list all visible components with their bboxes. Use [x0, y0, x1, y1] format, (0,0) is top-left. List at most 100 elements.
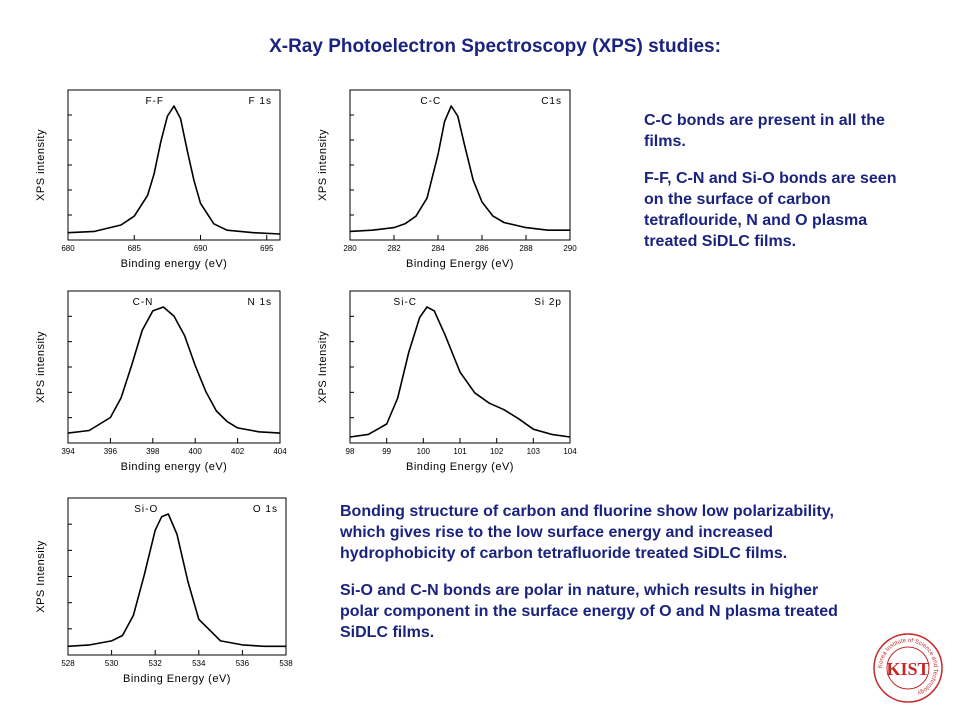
- x-tick-label: 532: [149, 659, 163, 668]
- spectrum-point: [153, 173, 155, 175]
- peak-label: C-C: [420, 96, 441, 107]
- spectrum-point: [444, 120, 446, 122]
- spectrum-point: [532, 428, 534, 430]
- spectrum-point: [459, 371, 461, 373]
- spectrum-point: [193, 179, 195, 181]
- peak-label: Si-O: [134, 504, 158, 515]
- spectrum-point: [226, 420, 228, 422]
- x-tick-label: 290: [563, 244, 577, 253]
- spectrum-point: [263, 645, 265, 647]
- spectrum-point: [120, 224, 122, 226]
- spectrum-point: [503, 409, 505, 411]
- spectrum-point: [186, 150, 188, 152]
- y-axis-label: XPS Intensity: [317, 331, 329, 404]
- spectrum-point: [180, 118, 182, 120]
- spectrum-point: [457, 115, 459, 117]
- spectrum-point: [93, 230, 96, 233]
- spectrum-point: [226, 229, 228, 231]
- spectrum-point: [184, 335, 186, 337]
- xps-plot-n1s: 394 396 398 400 402 404 Binding energy (eV) XPS…: [30, 283, 292, 483]
- spectrum-point: [426, 197, 428, 199]
- core-level-label: O 1s: [253, 504, 278, 515]
- x-axis-label: Binding energy (eV): [121, 258, 228, 270]
- spectrum-point: [141, 329, 143, 331]
- spectrum-point: [166, 115, 168, 117]
- spectrum-point: [518, 418, 520, 420]
- x-tick-label: 690: [194, 244, 208, 253]
- spectrum-point: [419, 316, 421, 318]
- spectrum-point: [481, 201, 483, 203]
- spectrum-point: [194, 364, 196, 367]
- spectrum-point: [408, 351, 410, 354]
- spectrum-point: [437, 154, 439, 156]
- spectrum-point: [198, 618, 200, 620]
- x-tick-label: 286: [475, 244, 489, 253]
- spectrum-point: [152, 310, 154, 312]
- x-tick-label: 280: [343, 244, 357, 253]
- xps-plot-o1s: 528 530 532 534 536 538 Binding Energy (eV) XPS…: [30, 490, 298, 695]
- spectrum-point: [131, 364, 133, 367]
- note-polar-bonds: Si-O and C-N bonds are polar in nature, …: [340, 582, 838, 641]
- y-axis-label: XPS intensity: [35, 129, 47, 201]
- spectrum-point: [525, 227, 527, 229]
- spectrum-point: [173, 105, 175, 107]
- spectrum-point: [393, 227, 395, 229]
- x-tick-label: 394: [61, 447, 75, 456]
- spectrum-point: [220, 640, 222, 642]
- x-axis-label: Binding Energy (eV): [123, 673, 231, 685]
- spectrum-point: [205, 390, 207, 393]
- spectrum-point: [215, 410, 217, 412]
- spectrum-point: [463, 143, 465, 145]
- x-tick-label: 398: [146, 447, 160, 456]
- spectrum-point: [162, 306, 164, 308]
- spectrum-line: [349, 105, 570, 233]
- spectrum-point: [187, 580, 189, 583]
- spectrum-point: [367, 433, 369, 435]
- spectrum-point: [161, 516, 163, 518]
- spectrum-point: [488, 402, 490, 404]
- spectrum-point: [252, 232, 255, 234]
- plot-frame: [67, 497, 287, 656]
- x-tick-label: 530: [105, 659, 119, 668]
- spectrum-line: [67, 306, 281, 434]
- x-tick-label: 400: [189, 447, 203, 456]
- spectrum-point: [397, 397, 399, 399]
- xps-plot-c1s: 280 282 284 286 288 290 Binding Energy (eV) XPS…: [312, 82, 582, 280]
- spectrum-point: [258, 431, 260, 433]
- spectrum-point: [241, 644, 243, 646]
- plot-frame: [349, 89, 571, 241]
- x-tick-label: 104: [563, 447, 577, 456]
- x-tick-label: 99: [382, 447, 391, 456]
- x-axis-label: Binding Energy (eV): [406, 258, 514, 270]
- x-tick-label: 103: [527, 447, 541, 456]
- logo-text: KIST: [886, 659, 929, 679]
- x-tick-label: 100: [417, 447, 431, 456]
- spectrum-point: [415, 215, 417, 217]
- spectrum-point: [349, 230, 351, 233]
- notes-top: C-C bonds are present in all the films. …: [644, 110, 919, 268]
- note-fluorine-bonding: Bonding structure of carbon and fluorine…: [340, 503, 834, 562]
- spectrum-point: [111, 640, 113, 642]
- x-tick-label: 685: [128, 244, 142, 253]
- spectrum-point: [67, 645, 69, 647]
- spectrum-point: [213, 223, 215, 225]
- x-tick-label: 98: [346, 447, 355, 456]
- spectrum-point: [67, 232, 69, 234]
- spectrum-point: [109, 416, 111, 419]
- plot-frame: [67, 290, 281, 444]
- spectrum-point: [444, 335, 446, 337]
- plot-frame: [349, 290, 571, 444]
- xps-plot-si2p: 98 99 100 101 102 103 104 Binding Energy (eV) XP…: [312, 283, 582, 483]
- spectrum-point: [547, 229, 549, 231]
- spectrum-point: [474, 392, 476, 394]
- spectrum-point: [133, 215, 135, 217]
- y-axis-label: XPS Intensity: [35, 540, 47, 613]
- x-tick-label: 695: [260, 244, 274, 253]
- y-axis-label: XPS intensity: [317, 129, 329, 201]
- note-cc-bonds: C-C bonds are present in all the films.: [644, 112, 885, 150]
- spectrum-point: [492, 215, 494, 217]
- x-tick-label: 528: [61, 659, 75, 668]
- spectrum-point: [279, 432, 281, 434]
- peak-label: C-N: [133, 297, 154, 308]
- spectrum-point: [569, 229, 571, 231]
